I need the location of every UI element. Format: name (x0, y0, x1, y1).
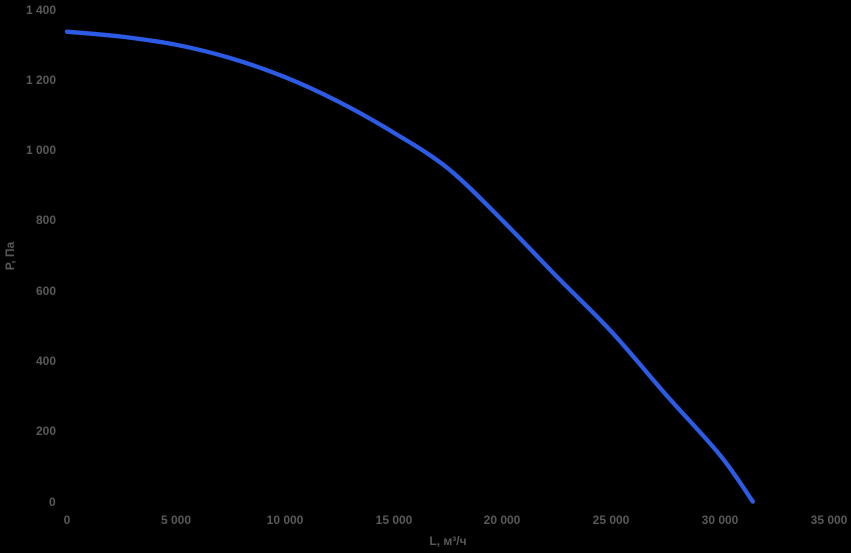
y-tick-label: 1 400 (25, 2, 56, 17)
y-axis-title: P, Па (3, 241, 18, 271)
pressure-curve-line (64, 29, 755, 504)
x-tick-label: 15 000 (375, 512, 412, 527)
y-tick-label: 600 (35, 283, 56, 298)
y-tick-label: 1 200 (25, 72, 56, 87)
x-tick-label: 10 000 (266, 512, 304, 527)
x-axis-title: L, м³/ч (429, 533, 467, 548)
y-tick-label: 800 (35, 213, 56, 228)
x-tick-label: 30 000 (701, 512, 739, 527)
x-tick-label: 25 000 (592, 512, 630, 527)
x-tick-label: 20 000 (484, 512, 521, 527)
x-tick-label: 35 000 (810, 512, 848, 527)
y-tick-label: 1 000 (25, 143, 56, 158)
x-tick-label: 5 000 (160, 512, 191, 527)
y-tick-label: 0 (49, 494, 56, 509)
x-tick-label: 0 (63, 512, 71, 527)
y-tick-label: 400 (35, 354, 56, 368)
y-tick-label: 200 (35, 424, 56, 439)
